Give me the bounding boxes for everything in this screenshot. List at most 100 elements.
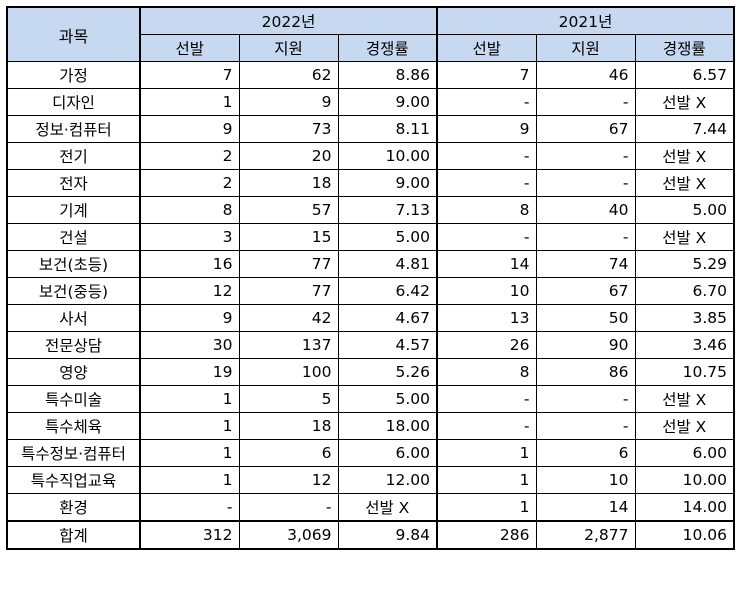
cell-2021-selected: 14 (436, 250, 537, 278)
cell-2021-selected: 26 (436, 331, 537, 359)
cell-2021-selected: 1 (436, 439, 537, 467)
table-row: 기계 8 57 7.13 8 40 5.00 (6, 196, 735, 224)
cell-2022-applicants: 12 (238, 466, 339, 494)
cell-2022-selected: 1 (139, 466, 240, 494)
cell-2022-selected: - (139, 493, 240, 522)
table-row: 보건(중등) 12 77 6.42 10 67 6.70 (6, 277, 735, 305)
table-row: 전자 2 18 9.00- - 선발 X (6, 169, 735, 197)
cell-subject: 건설 (6, 223, 141, 251)
cell-2021-applicants: - (535, 169, 636, 197)
cell-2021-selected: - (436, 169, 537, 197)
cell-subject: 특수정보·컴퓨터 (6, 439, 141, 467)
cell-2021-applicants: 67 (535, 277, 636, 305)
cell-2022-selected: 16 (139, 250, 240, 278)
cell-2022-selected: 1 (139, 412, 240, 440)
cell-2022-applicants: 20 (238, 142, 339, 170)
table-row: 가정 7 62 8.86 7 46 6.57 (6, 61, 735, 89)
cell-2021-ratio: 10.06 (634, 520, 735, 550)
table-row: 특수미술 1 5 5.00- - 선발 X (6, 385, 735, 413)
cell-2021-selected: 8 (436, 196, 537, 224)
cell-2021-applicants: - (535, 412, 636, 440)
cell-2022-ratio: 선발 X (337, 493, 438, 522)
cell-2021-selected: - (436, 412, 537, 440)
cell-2021-ratio: 선발 X (634, 223, 735, 251)
cell-2022-ratio: 9.84 (337, 520, 438, 550)
cell-2022-applicants: 77 (238, 250, 339, 278)
cell-2022-selected: 30 (139, 331, 240, 359)
cell-2022-applicants: 42 (238, 304, 339, 332)
cell-2022-ratio: 9.00 (337, 169, 438, 197)
cell-2021-selected: 9 (436, 115, 537, 143)
table-body: 가정 7 62 8.86 7 46 6.57 디자인 1 9 9.00- - 선발 X 정보·컴퓨터 9 73… (6, 61, 735, 550)
cell-2021-selected: 1 (436, 466, 537, 494)
cell-2021-ratio: 5.29 (634, 250, 735, 278)
cell-2021-applicants: - (535, 385, 636, 413)
cell-2021-applicants: 10 (535, 466, 636, 494)
cell-2022-selected: 9 (139, 304, 240, 332)
cell-2022-applicants: 18 (238, 412, 339, 440)
cell-2022-ratio: 5.00 (337, 385, 438, 413)
cell-2021-selected: 13 (436, 304, 537, 332)
cell-2021-applicants: 46 (535, 61, 636, 89)
cell-2021-ratio: 3.85 (634, 304, 735, 332)
table-row: 환경 - - 선발 X 1 14 14.00 (6, 493, 735, 522)
table-row: 특수정보·컴퓨터 1 6 6.00 1 6 6.00 (6, 439, 735, 467)
table-row: 보건(초등) 16 77 4.81 14 74 5.29 (6, 250, 735, 278)
cell-2022-ratio: 9.00 (337, 88, 438, 116)
cell-subject: 보건(중등) (6, 277, 141, 305)
cell-2021-applicants: 2,877 (535, 520, 636, 550)
cell-subject: 사서 (6, 304, 141, 332)
cell-2021-ratio: 선발 X (634, 88, 735, 116)
cell-subject: 정보·컴퓨터 (6, 115, 141, 143)
cell-2021-selected: 8 (436, 358, 537, 386)
cell-subject: 전자 (6, 169, 141, 197)
cell-2022-applicants: 137 (238, 331, 339, 359)
cell-2022-ratio: 12.00 (337, 466, 438, 494)
cell-2022-ratio: 5.00 (337, 223, 438, 251)
cell-subject: 보건(초등) (6, 250, 141, 278)
cell-2022-ratio: 4.81 (337, 250, 438, 278)
cell-2021-selected: - (436, 223, 537, 251)
cell-2021-ratio: 선발 X (634, 169, 735, 197)
cell-2021-selected: 1 (436, 493, 537, 522)
table-row: 디자인 1 9 9.00- - 선발 X (6, 88, 735, 116)
cell-2022-selected: 12 (139, 277, 240, 305)
header-2021-applicants: 지원 (535, 34, 636, 62)
header-2021-selected: 선발 (436, 34, 537, 62)
cell-2021-ratio: 선발 X (634, 412, 735, 440)
cell-2021-applicants: 86 (535, 358, 636, 386)
table-row: 전문상담 30 137 4.57 26 90 3.46 (6, 331, 735, 359)
cell-2022-applicants: 3,069 (238, 520, 339, 550)
cell-2022-selected: 9 (139, 115, 240, 143)
header-subject: 과목 (6, 6, 141, 62)
cell-subject: 특수체육 (6, 412, 141, 440)
cell-2021-applicants: 74 (535, 250, 636, 278)
cell-2022-ratio: 8.11 (337, 115, 438, 143)
cell-subject: 특수직업교육 (6, 466, 141, 494)
table-row: 사서 9 42 4.67 13 50 3.85 (6, 304, 735, 332)
cell-2022-applicants: 5 (238, 385, 339, 413)
cell-2021-selected: - (436, 142, 537, 170)
header-2021-ratio: 경쟁률 (634, 34, 735, 62)
header-2022-selected: 선발 (139, 34, 240, 62)
table-row: 건설 3 15 5.00- - 선발 X (6, 223, 735, 251)
cell-2022-applicants: 77 (238, 277, 339, 305)
cell-2022-ratio: 5.26 (337, 358, 438, 386)
cell-2022-applicants: 9 (238, 88, 339, 116)
cell-2022-ratio: 8.86 (337, 61, 438, 89)
cell-2022-applicants: 62 (238, 61, 339, 89)
cell-2021-selected: - (436, 88, 537, 116)
cell-2021-selected: 10 (436, 277, 537, 305)
cell-2022-selected: 1 (139, 439, 240, 467)
cell-2022-ratio: 18.00 (337, 412, 438, 440)
recruitment-table-wrapper: 과목 2022년 2021년 선발 지원 경쟁률 선발 지원 경쟁률 가정 7 62… (6, 6, 735, 550)
header-2022-applicants: 지원 (238, 34, 339, 62)
cell-2022-selected: 312 (139, 520, 240, 550)
cell-2021-ratio: 10.00 (634, 466, 735, 494)
cell-2021-applicants: 50 (535, 304, 636, 332)
cell-2022-selected: 19 (139, 358, 240, 386)
cell-2021-ratio: 6.00 (634, 439, 735, 467)
cell-2022-ratio: 7.13 (337, 196, 438, 224)
cell-2022-ratio: 6.42 (337, 277, 438, 305)
table-header: 과목 2022년 2021년 선발 지원 경쟁률 선발 지원 경쟁률 (6, 6, 735, 62)
